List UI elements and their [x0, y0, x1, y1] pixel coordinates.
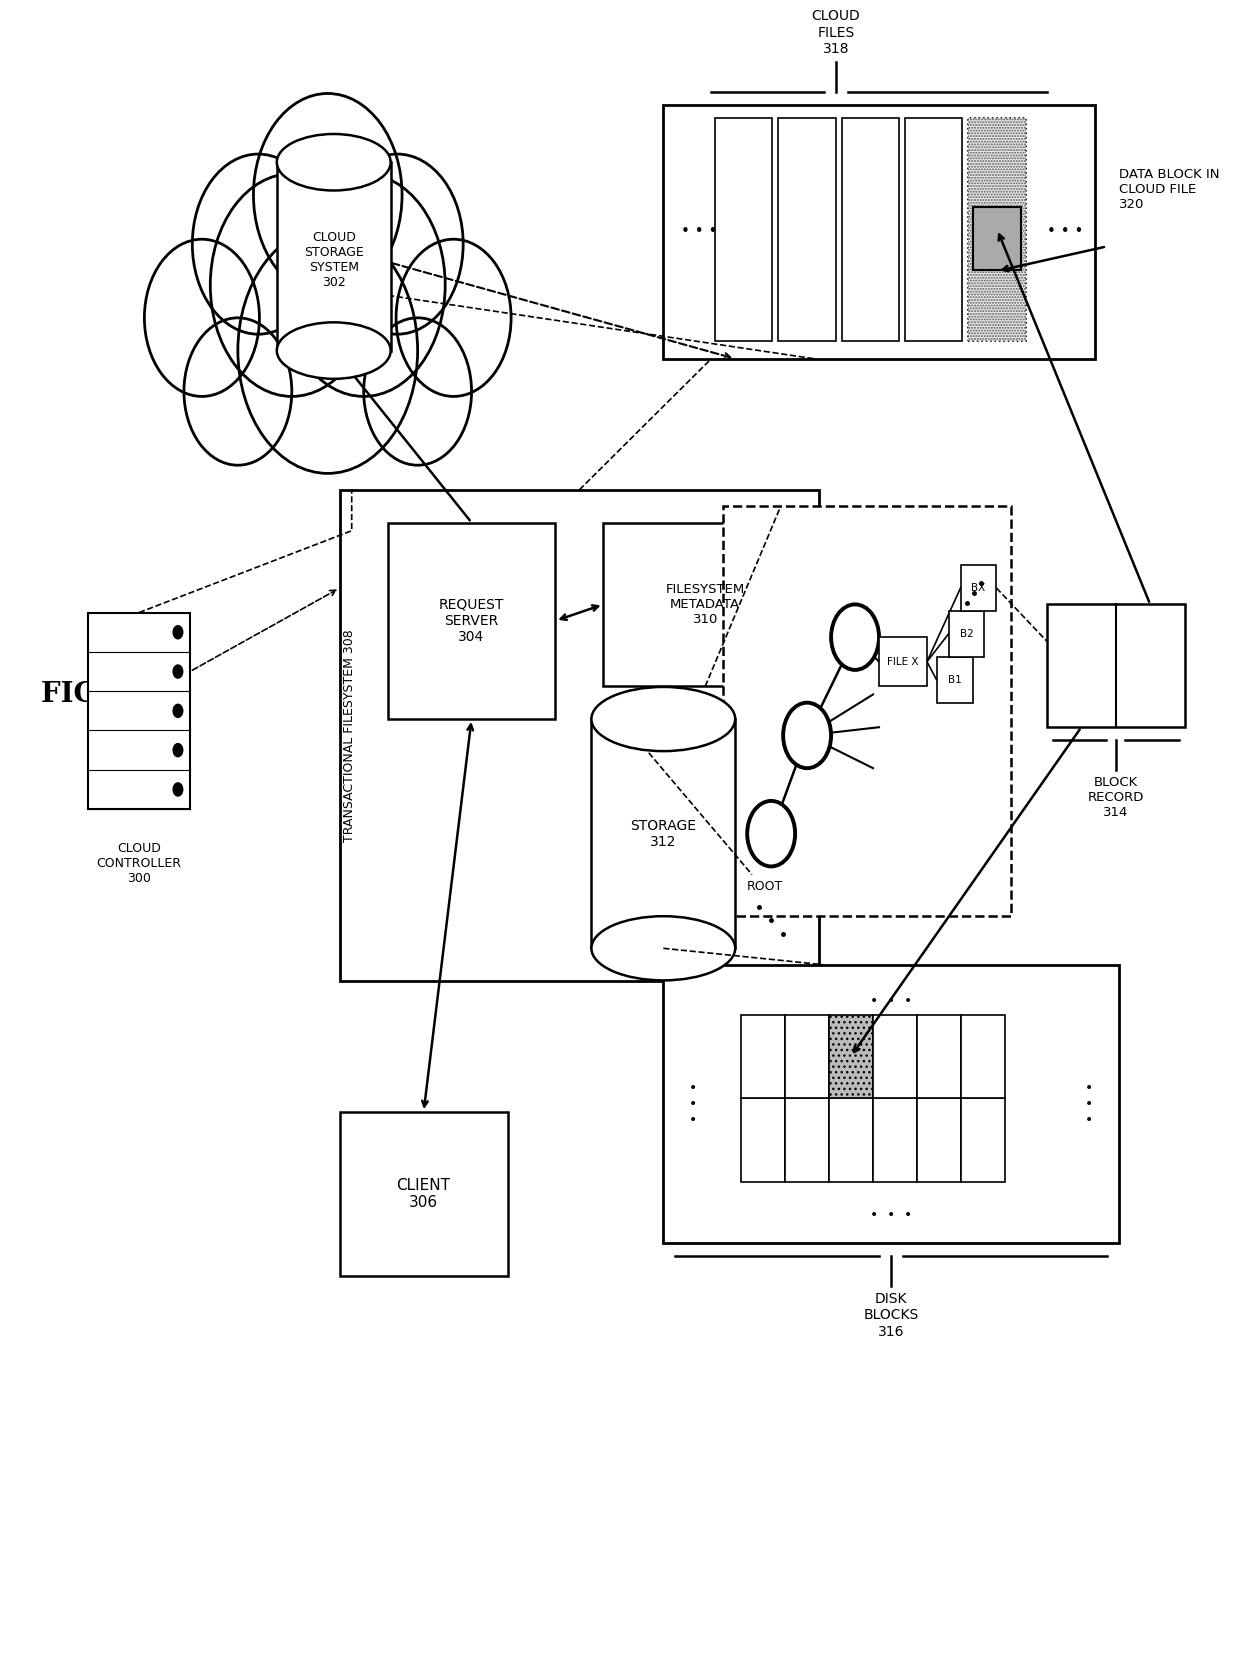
Bar: [842, 117, 899, 341]
Bar: [973, 207, 1021, 269]
Circle shape: [831, 604, 879, 669]
Text: FILESYSTEM
METADATA
310: FILESYSTEM METADATA 310: [666, 582, 745, 626]
Bar: [740, 1016, 785, 1097]
Text: CLIENT
306: CLIENT 306: [397, 1178, 450, 1210]
Text: • • •: • • •: [1047, 224, 1083, 239]
Ellipse shape: [591, 917, 735, 980]
Circle shape: [253, 94, 402, 296]
Bar: [961, 1016, 1004, 1097]
Bar: [828, 1016, 873, 1097]
Bar: [388, 522, 556, 719]
Text: BLOCK PTR: BLOCK PTR: [1053, 661, 1110, 671]
Bar: [1047, 604, 1184, 728]
Bar: [591, 719, 735, 949]
Ellipse shape: [591, 688, 735, 751]
Bar: [785, 1097, 828, 1181]
Text: BLOCK
RECORD
314: BLOCK RECORD 314: [1087, 776, 1145, 820]
Bar: [340, 490, 820, 980]
Text: B1: B1: [947, 674, 961, 684]
Circle shape: [283, 174, 445, 397]
Bar: [968, 117, 1025, 341]
Bar: [785, 1016, 828, 1097]
Bar: [663, 105, 1095, 358]
Ellipse shape: [277, 134, 391, 191]
Text: ROOT: ROOT: [746, 880, 784, 892]
Circle shape: [211, 174, 373, 397]
Text: CLOUD
STORAGE
SYSTEM
302: CLOUD STORAGE SYSTEM 302: [304, 231, 363, 289]
Circle shape: [748, 801, 795, 867]
Text: DISK
BLOCKS
316: DISK BLOCKS 316: [863, 1292, 919, 1338]
Bar: [828, 1097, 873, 1181]
Bar: [949, 611, 985, 657]
Circle shape: [174, 743, 182, 756]
Bar: [604, 522, 807, 686]
Bar: [873, 1097, 916, 1181]
Bar: [916, 1016, 961, 1097]
Bar: [905, 117, 962, 341]
Circle shape: [174, 704, 182, 718]
Circle shape: [363, 318, 471, 465]
Circle shape: [144, 239, 259, 397]
Text: •
•
•: • • •: [689, 1081, 697, 1128]
Text: DATA BLOCK IN
CLOUD FILE
320: DATA BLOCK IN CLOUD FILE 320: [1118, 167, 1219, 211]
Circle shape: [331, 154, 464, 335]
Text: REQUEST
SERVER
304: REQUEST SERVER 304: [439, 597, 505, 644]
Text: •  •  •: • • •: [870, 1208, 913, 1223]
Bar: [740, 1097, 785, 1181]
Bar: [663, 965, 1118, 1243]
Text: B2: B2: [960, 629, 973, 639]
Bar: [916, 1097, 961, 1181]
Bar: [277, 162, 391, 351]
Bar: [779, 117, 836, 341]
Bar: [88, 612, 190, 810]
Text: CLOUD
FILES
318: CLOUD FILES 318: [811, 10, 861, 55]
Bar: [879, 637, 928, 686]
Text: CVA&OFFSET: CVA&OFFSET: [1116, 661, 1184, 671]
Bar: [936, 657, 972, 703]
Bar: [873, 1016, 916, 1097]
Circle shape: [174, 783, 182, 796]
Text: TRANSACTIONAL FILESYSTEM 308: TRANSACTIONAL FILESYSTEM 308: [342, 629, 356, 842]
Text: FILE X: FILE X: [888, 657, 919, 668]
Circle shape: [238, 228, 418, 473]
Bar: [961, 565, 997, 611]
Bar: [968, 117, 1025, 341]
Circle shape: [396, 239, 511, 397]
Ellipse shape: [277, 323, 391, 378]
Circle shape: [174, 664, 182, 678]
Text: CLOUD
CONTROLLER
300: CLOUD CONTROLLER 300: [97, 842, 181, 885]
Text: •
•
•: • • •: [1085, 1081, 1092, 1128]
Text: STORAGE
312: STORAGE 312: [630, 818, 697, 848]
Circle shape: [192, 154, 324, 335]
Circle shape: [784, 703, 831, 768]
Circle shape: [184, 318, 291, 465]
Text: BX: BX: [971, 582, 986, 592]
Text: •  •  •: • • •: [870, 994, 913, 1007]
Text: • • •: • • •: [681, 224, 718, 239]
Text: FIG. 3: FIG. 3: [41, 681, 135, 708]
Bar: [723, 507, 1011, 915]
Circle shape: [174, 626, 182, 639]
Bar: [340, 1113, 507, 1276]
Bar: [961, 1097, 1004, 1181]
Bar: [715, 117, 773, 341]
